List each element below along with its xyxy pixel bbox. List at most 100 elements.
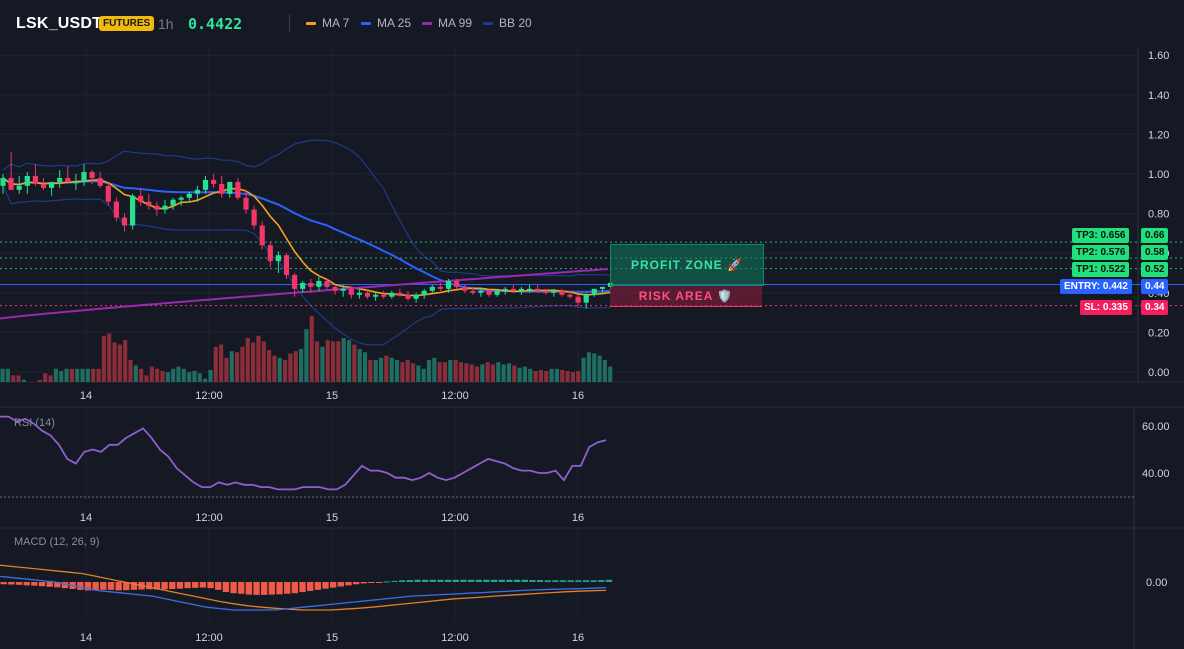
candle-body[interactable]: [138, 195, 144, 202]
candle-body[interactable]: [526, 288, 533, 291]
level-lines: [0, 241, 1184, 307]
candle-body[interactable]: [105, 185, 111, 202]
candle-body[interactable]: [356, 292, 362, 295]
candle-body[interactable]: [559, 290, 565, 295]
candle-body[interactable]: [340, 288, 346, 291]
macd-histogram-bar: [268, 582, 276, 595]
candle-body[interactable]: [413, 294, 419, 299]
candle-body[interactable]: [40, 183, 47, 188]
candle-body[interactable]: [494, 290, 500, 295]
macd-histogram-bar: [391, 580, 398, 582]
macd-histogram-bar: [544, 580, 551, 582]
candle-body[interactable]: [486, 290, 492, 295]
candle-body[interactable]: [170, 199, 176, 206]
candle-body[interactable]: [502, 288, 508, 291]
candle-body[interactable]: [81, 172, 87, 182]
volume-bar: [437, 362, 442, 382]
candle-body[interactable]: [227, 181, 233, 194]
volume-bar: [394, 360, 400, 382]
candle-body[interactable]: [97, 177, 103, 186]
candle-body[interactable]: [599, 286, 605, 289]
legend-ma25[interactable]: MA 25: [361, 16, 411, 30]
candle-body[interactable]: [283, 255, 290, 275]
candle-body[interactable]: [211, 179, 217, 184]
candle-body[interactable]: [535, 288, 541, 291]
legend-bb20[interactable]: BB 20: [483, 16, 532, 30]
candle-body[interactable]: [24, 175, 30, 186]
candle-body[interactable]: [259, 225, 265, 246]
candle-body[interactable]: [478, 290, 484, 293]
candles[interactable]: [0, 152, 614, 309]
candle-body[interactable]: [445, 280, 452, 289]
candle-body[interactable]: [32, 175, 38, 184]
candle-body[interactable]: [300, 282, 306, 289]
sl-axis-label: 0.34: [1141, 300, 1169, 315]
candle-body[interactable]: [162, 205, 168, 210]
candle-body[interactable]: [421, 290, 427, 295]
candle-body[interactable]: [154, 205, 160, 210]
candle-body[interactable]: [57, 177, 63, 182]
candle-body[interactable]: [73, 181, 79, 184]
candle-body[interactable]: [0, 177, 6, 186]
macd-histogram-bar: [498, 579, 505, 582]
rsi-pane[interactable]: RSI (14): [0, 415, 1134, 498]
candle-body[interactable]: [397, 292, 403, 295]
candle-body[interactable]: [510, 288, 516, 291]
candle-body[interactable]: [381, 294, 387, 297]
candle-body[interactable]: [373, 294, 379, 297]
volume-bar: [144, 375, 149, 382]
candle-body[interactable]: [316, 280, 322, 287]
legend-ma7[interactable]: MA 7: [306, 16, 349, 30]
candle-body[interactable]: [364, 292, 371, 297]
candle-body[interactable]: [16, 185, 22, 190]
candle-body[interactable]: [121, 217, 128, 226]
candle-body[interactable]: [308, 282, 314, 287]
candle-body[interactable]: [324, 280, 330, 287]
candle-body[interactable]: [348, 288, 354, 295]
candle-body[interactable]: [292, 274, 298, 289]
candle-body[interactable]: [267, 245, 273, 262]
legend-ma99[interactable]: MA 99: [422, 16, 472, 30]
candle-body[interactable]: [8, 177, 14, 190]
candle-body[interactable]: [275, 255, 281, 262]
candle-body[interactable]: [591, 288, 597, 295]
candle-body[interactable]: [243, 197, 249, 210]
candle-body[interactable]: [470, 290, 476, 293]
volume-bar: [283, 360, 288, 382]
candle-body[interactable]: [551, 290, 557, 293]
candle-body[interactable]: [543, 290, 549, 293]
candle-body[interactable]: [518, 288, 524, 291]
candle-body[interactable]: [454, 280, 460, 287]
macd-histogram-bar: [598, 580, 605, 582]
candle-body[interactable]: [219, 183, 225, 194]
candle-body[interactable]: [178, 197, 184, 200]
candle-body[interactable]: [575, 296, 581, 303]
macd-pane[interactable]: MACD (12, 26, 9): [0, 536, 613, 611]
candle-body[interactable]: [146, 201, 152, 206]
candle-body[interactable]: [235, 181, 241, 198]
candle-body[interactable]: [462, 286, 468, 291]
candle-body[interactable]: [65, 177, 71, 182]
candle-body[interactable]: [429, 286, 435, 291]
symbol-name[interactable]: LSK_USDT: [16, 15, 103, 32]
candle-body[interactable]: [437, 286, 443, 289]
volume-bar: [410, 363, 416, 382]
candle-body[interactable]: [49, 181, 55, 188]
ma99-line: [0, 268, 609, 320]
candle-body[interactable]: [332, 286, 338, 291]
timeframe[interactable]: 1h: [158, 16, 174, 32]
candle-body[interactable]: [194, 189, 200, 194]
candle-body[interactable]: [389, 292, 395, 297]
candle-body[interactable]: [583, 294, 589, 303]
candle-body[interactable]: [202, 179, 209, 190]
candle-body[interactable]: [113, 201, 119, 218]
candle-body[interactable]: [405, 294, 411, 299]
candle-body[interactable]: [130, 195, 136, 226]
macd-histogram-bar: [238, 582, 245, 594]
candle-body[interactable]: [251, 209, 257, 226]
candle-body[interactable]: [89, 172, 95, 178]
candle-body[interactable]: [186, 193, 192, 198]
macd-histogram-bar: [414, 579, 421, 582]
candle-body[interactable]: [567, 294, 573, 297]
